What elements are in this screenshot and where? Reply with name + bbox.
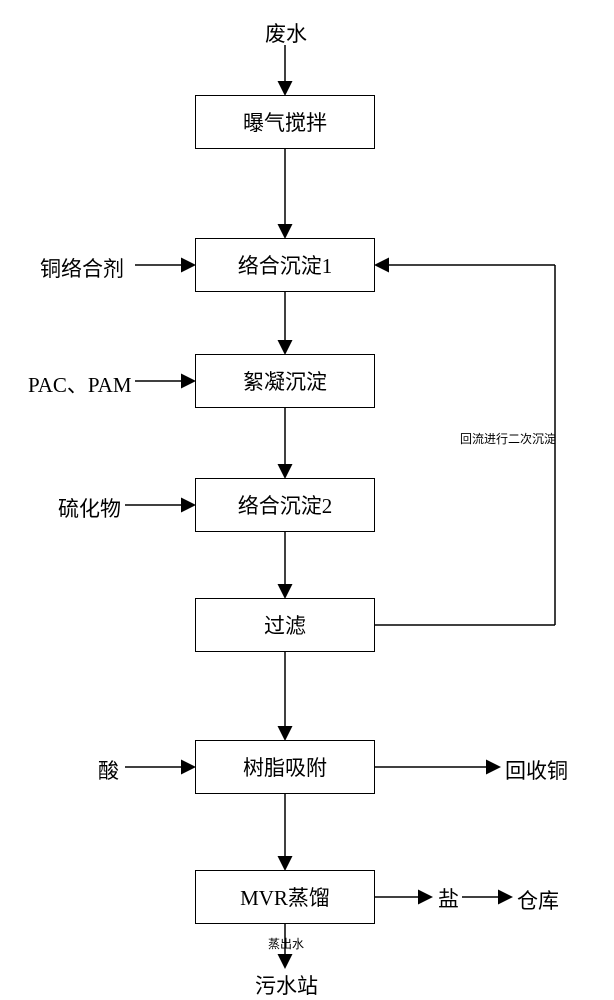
label-copper-chelator: 铜络合剂: [40, 253, 124, 283]
box-complex-precipitate-2: 络合沉淀2: [195, 478, 375, 532]
flowchart-canvas: 曝气搅拌 络合沉淀1 絮凝沉淀 络合沉淀2 过滤 树脂吸附 MVR蒸馏 废水 铜…: [0, 0, 614, 1000]
box-flocculation: 絮凝沉淀: [195, 354, 375, 408]
box-label: 树脂吸附: [243, 752, 327, 782]
box-label: 络合沉淀1: [238, 250, 333, 280]
label-recover-copper: 回收铜: [505, 755, 568, 785]
label-wastewater: 废水: [265, 18, 307, 48]
box-label: 絮凝沉淀: [243, 366, 327, 396]
label-warehouse: 仓库: [517, 885, 559, 915]
label-acid: 酸: [98, 755, 119, 785]
box-label: 曝气搅拌: [243, 107, 327, 137]
box-label: 络合沉淀2: [238, 490, 333, 520]
box-label: 过滤: [264, 610, 306, 640]
label-feedback: 回流进行二次沉淀: [460, 430, 556, 447]
label-distilled-water: 蒸出水: [268, 935, 304, 952]
box-aeration-stir: 曝气搅拌: [195, 95, 375, 149]
box-filter: 过滤: [195, 598, 375, 652]
label-salt: 盐: [438, 883, 459, 913]
label-sewage-station: 污水站: [255, 970, 318, 1000]
box-complex-precipitate-1: 络合沉淀1: [195, 238, 375, 292]
box-resin-adsorption: 树脂吸附: [195, 740, 375, 794]
label-sulfide: 硫化物: [58, 493, 121, 523]
label-pac-pam: PAC、PAM: [28, 369, 132, 399]
box-mvr-distillation: MVR蒸馏: [195, 870, 375, 924]
box-label: MVR蒸馏: [240, 882, 330, 912]
